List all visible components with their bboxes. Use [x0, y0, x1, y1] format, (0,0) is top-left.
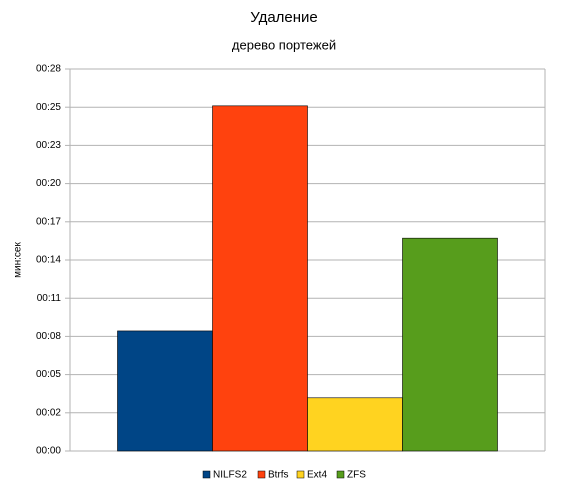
legend-label: NILFS2 — [213, 470, 247, 481]
bar — [307, 397, 403, 452]
y-tick-label: 00:14 — [36, 255, 61, 266]
legend-swatch — [257, 470, 266, 479]
legend-label: Ext4 — [307, 470, 327, 481]
y-tick-label: 00:25 — [36, 102, 61, 113]
bar — [402, 237, 498, 452]
legend-label: Btrfs — [268, 470, 289, 481]
chart-subtitle: дерево портежей — [232, 37, 336, 52]
y-tick-label: 00:20 — [36, 178, 61, 189]
chart-title: Удаление — [250, 9, 318, 26]
bar — [212, 105, 308, 452]
legend-swatch — [296, 470, 305, 479]
y-tick-label: 00:00 — [36, 446, 61, 457]
y-tick-label: 00:05 — [36, 369, 61, 380]
y-tick-label: 00:23 — [36, 140, 61, 151]
bar — [117, 330, 213, 452]
y-tick-label: 00:17 — [36, 216, 61, 227]
y-tick-label: 00:02 — [36, 407, 61, 418]
legend-swatch — [336, 470, 345, 479]
y-axis-label: мин:сек — [13, 242, 24, 278]
legend-label: ZFS — [347, 470, 366, 481]
y-tick-label: 00:08 — [36, 331, 61, 342]
legend-swatch — [202, 470, 211, 479]
y-tick-label: 00:11 — [37, 293, 62, 304]
y-tick-label: 00:28 — [36, 64, 61, 75]
